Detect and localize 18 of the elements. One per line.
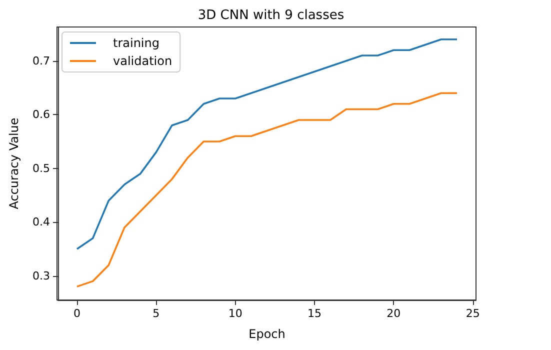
y-tick-label: 0.3 [32,269,50,282]
x-tick-label: 10 [228,307,242,320]
x-axis-title: Epoch [248,327,286,341]
y-tick-label: 0.6 [32,108,50,122]
x-tick-label: 5 [152,307,160,320]
y-tick-label: 0.5 [32,162,50,175]
y-axis-title: Accuracy Value [7,118,21,210]
y-tick-label: 0.7 [32,54,50,68]
line-series [76,92,458,288]
x-tick-label: 25 [466,307,480,320]
x-tick-label: 0 [74,307,80,320]
y-tick-label: 0.4 [32,216,50,229]
legend-label: validation [113,54,172,68]
chart-title: 3D CNN with 9 classes [198,8,344,23]
legend-label: training [113,36,160,50]
x-tick-label: 20 [386,307,401,320]
line-series [76,38,458,250]
x-tick-label: 15 [308,307,322,320]
